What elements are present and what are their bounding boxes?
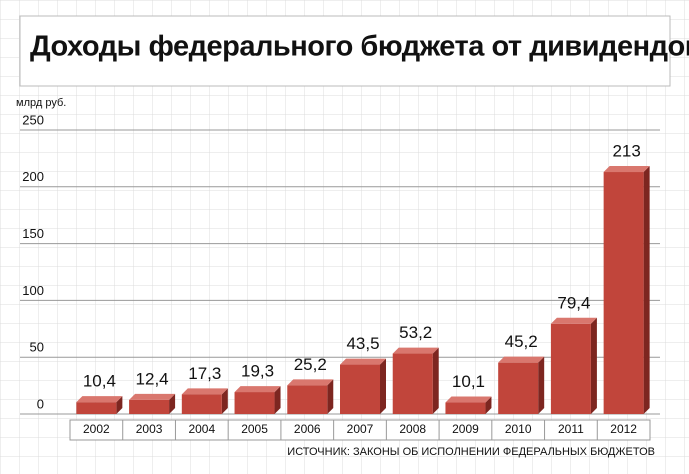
bar-top [392,347,439,354]
bar-side [643,166,650,414]
bar-side [274,386,281,414]
x-tick-label: 2005 [241,422,268,436]
y-tick-label: 100 [22,283,44,298]
bar-top [340,358,386,365]
bar-top [287,379,334,386]
y-tick-label: 0 [37,396,44,411]
x-tick-label: 2003 [136,422,163,436]
bar [603,172,644,414]
x-tick-label: 2008 [399,422,426,436]
title-box [19,15,671,87]
x-tick-label: 2011 [558,422,584,436]
bar-side [116,396,123,414]
x-tick-label: 2012 [610,422,637,436]
bar-side [221,388,228,414]
x-tick-label: 2007 [347,422,374,436]
value-label: 10,4 [83,372,116,391]
x-tick-label: 2010 [505,422,532,436]
bar [498,362,539,414]
x-tick-label: 2004 [188,422,215,436]
y-tick-label: 250 [22,112,44,127]
bar-side [538,356,545,414]
bar-side [169,393,176,414]
value-label: 19,3 [241,362,274,381]
value-label: 53,2 [399,323,432,342]
category-strip [69,419,651,441]
value-label: 43,5 [346,334,379,353]
bar [129,399,170,414]
value-label: 17,3 [188,364,221,383]
bar-top [603,166,650,173]
bar-top [234,386,281,393]
bar [234,392,275,414]
bar-top [129,393,176,400]
x-tick-label: 2009 [452,422,479,436]
x-tick-label: 2006 [294,422,321,436]
bar [340,364,380,414]
value-label: 12,4 [136,369,169,388]
bar-top [445,396,492,403]
bar-side [485,396,492,414]
y-tick-label: 150 [22,226,44,241]
bar-top [181,388,228,395]
value-label: 213 [612,142,640,161]
bar-top [498,356,545,363]
value-label: 79,4 [557,293,590,312]
value-label: 10,1 [452,372,485,391]
bar-top [76,396,123,403]
bar [181,394,222,414]
bar [76,402,117,414]
y-axis-label: млрд руб. [16,97,66,109]
bar [392,353,433,414]
bar [445,402,486,414]
bar [287,385,328,414]
bar-top [550,317,597,324]
bar-side [590,317,597,414]
bar [550,323,591,414]
x-tick-label: 2002 [83,422,110,436]
source: ИСТОЧНИК: ЗАКОНЫ ОБ ИСПОЛНЕНИИ ФЕДЕРАЛЬН… [287,446,655,458]
chart-title: Доходы федерального бюджета от дивидендо… [30,31,689,63]
bar-side [432,347,439,414]
bar-side [327,379,334,414]
y-tick-label: 200 [22,169,44,184]
value-label: 25,2 [294,355,327,374]
value-label: 45,2 [505,332,538,351]
bar-side [380,358,386,414]
y-tick-label: 50 [30,340,44,355]
